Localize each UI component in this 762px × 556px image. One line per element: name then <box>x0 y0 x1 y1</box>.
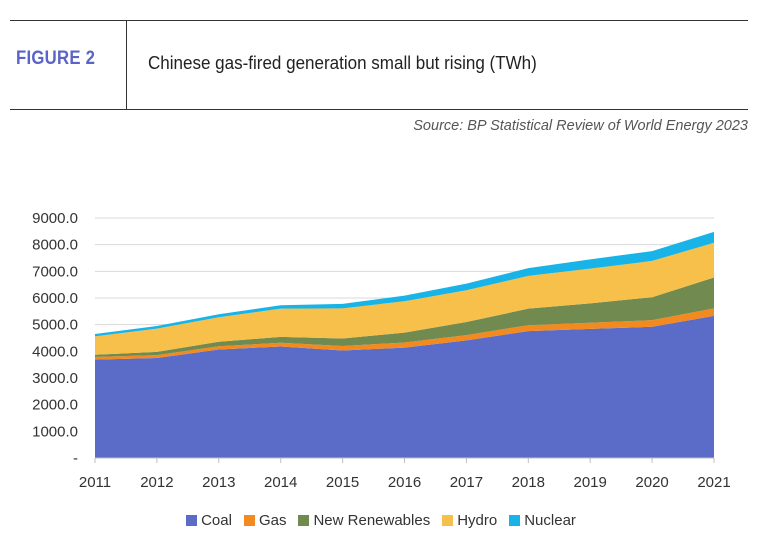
x-tick-label: 2016 <box>388 474 421 491</box>
y-tick-label: 8000.0 <box>32 237 78 254</box>
legend-label: Hydro <box>457 512 498 529</box>
area-gas <box>95 308 714 360</box>
y-tick-label: 5000.0 <box>32 317 78 334</box>
legend-item: Nuclear <box>509 512 576 529</box>
y-tick-label: 2000.0 <box>32 397 78 414</box>
header-divider <box>126 20 127 109</box>
x-tick-label: 2019 <box>574 474 607 491</box>
legend-label: Gas <box>258 512 287 529</box>
figure-title: Chinese gas-fired generation small but r… <box>148 52 537 73</box>
y-tick-label: - <box>73 450 78 467</box>
x-tick-label: 2021 <box>697 474 730 491</box>
x-tick-label: 2013 <box>202 474 235 491</box>
area-new-renewables <box>95 277 714 357</box>
area-hydro <box>95 242 714 355</box>
y-tick-label: 6000.0 <box>32 290 78 307</box>
x-tick-label: 2015 <box>326 474 359 491</box>
y-tick-label: 7000.0 <box>32 263 78 280</box>
legend-label: Nuclear <box>524 512 576 529</box>
area-coal <box>95 315 714 458</box>
legend-swatch <box>509 515 521 526</box>
legend-swatch <box>442 515 454 526</box>
x-tick-label: 2014 <box>264 474 297 491</box>
figure-label: FIGURE 2 <box>16 48 96 69</box>
header-bottom-rule <box>10 109 748 110</box>
x-tick-label: 2020 <box>635 474 668 491</box>
chart-legend: Coal Gas New Renewables Hydro Nuclear <box>0 512 762 529</box>
legend-swatch <box>186 515 198 526</box>
legend-item: Gas <box>243 512 287 529</box>
area-nuclear <box>95 231 714 337</box>
y-tick-label: 3000.0 <box>32 370 78 387</box>
x-tick-label: 2017 <box>450 474 483 491</box>
x-tick-label: 2018 <box>512 474 545 491</box>
legend-swatch <box>243 515 255 526</box>
legend-item: Coal <box>186 512 232 529</box>
legend-label: New Renewables <box>313 512 431 529</box>
y-tick-label: 1000.0 <box>32 423 78 440</box>
header-top-rule <box>10 20 748 21</box>
source-note: Source: BP Statistical Review of World E… <box>413 118 748 134</box>
legend-item: Hydro <box>442 512 497 529</box>
y-tick-label: 9000.0 <box>32 210 78 227</box>
legend-label: Coal <box>201 512 232 529</box>
legend-item: New Renewables <box>298 512 430 529</box>
x-tick-label: 2012 <box>140 474 173 491</box>
legend-swatch <box>298 515 310 526</box>
x-tick-label: 2011 <box>79 474 111 491</box>
stacked-area-chart: - 1000.0 2000.0 3000.0 4000.0 5000.0 6000.0 700… <box>32 210 731 491</box>
y-tick-label: 4000.0 <box>32 343 78 360</box>
